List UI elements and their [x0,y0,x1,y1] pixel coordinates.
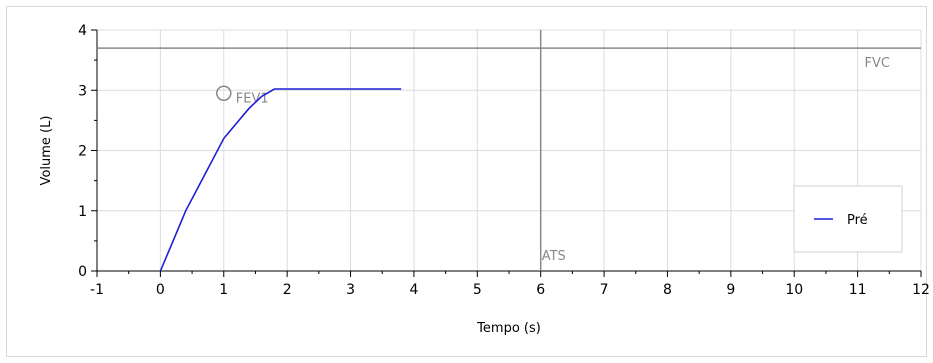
x-tick-label: 12 [912,282,930,298]
y-tick-label: 1 [78,204,87,220]
chart-frame [6,6,927,357]
y-tick-label: 2 [78,144,87,160]
series-layer [159,88,402,272]
fev1-marker [216,85,232,102]
legend-box [793,185,903,253]
ats-label: ATS [542,249,566,264]
legend-entry: Pré [847,213,868,228]
series-line-pre [159,88,402,272]
y-tick-label: 4 [78,23,87,39]
x-tick-label: 3 [346,282,355,298]
fev1-label: FEV1 [236,91,269,106]
x-tick-label: 9 [726,282,735,298]
y-axis-title: Volume (L) [39,116,54,186]
legend: Pré [793,185,903,253]
x-tick-label: 11 [849,282,867,298]
x-tick-label: 10 [785,282,803,298]
x-tick-label: 4 [409,282,418,298]
x-tick-label: -1 [90,282,104,298]
x-tick-label: 5 [473,282,482,298]
x-tick-label: 0 [156,282,165,298]
y-tick-label: 3 [78,83,87,99]
x-tick-label: 8 [663,282,672,298]
x-tick-label: 7 [600,282,609,298]
x-tick-label: 2 [283,282,292,298]
annotations: FVC ATS FEV1 [97,30,921,271]
x-tick-label: 6 [536,282,545,298]
x-axis-title: Tempo (s) [476,321,541,336]
y-tick-label: 0 [78,264,87,280]
fvc-label: FVC [865,56,890,71]
x-tick-label: 1 [219,282,228,298]
